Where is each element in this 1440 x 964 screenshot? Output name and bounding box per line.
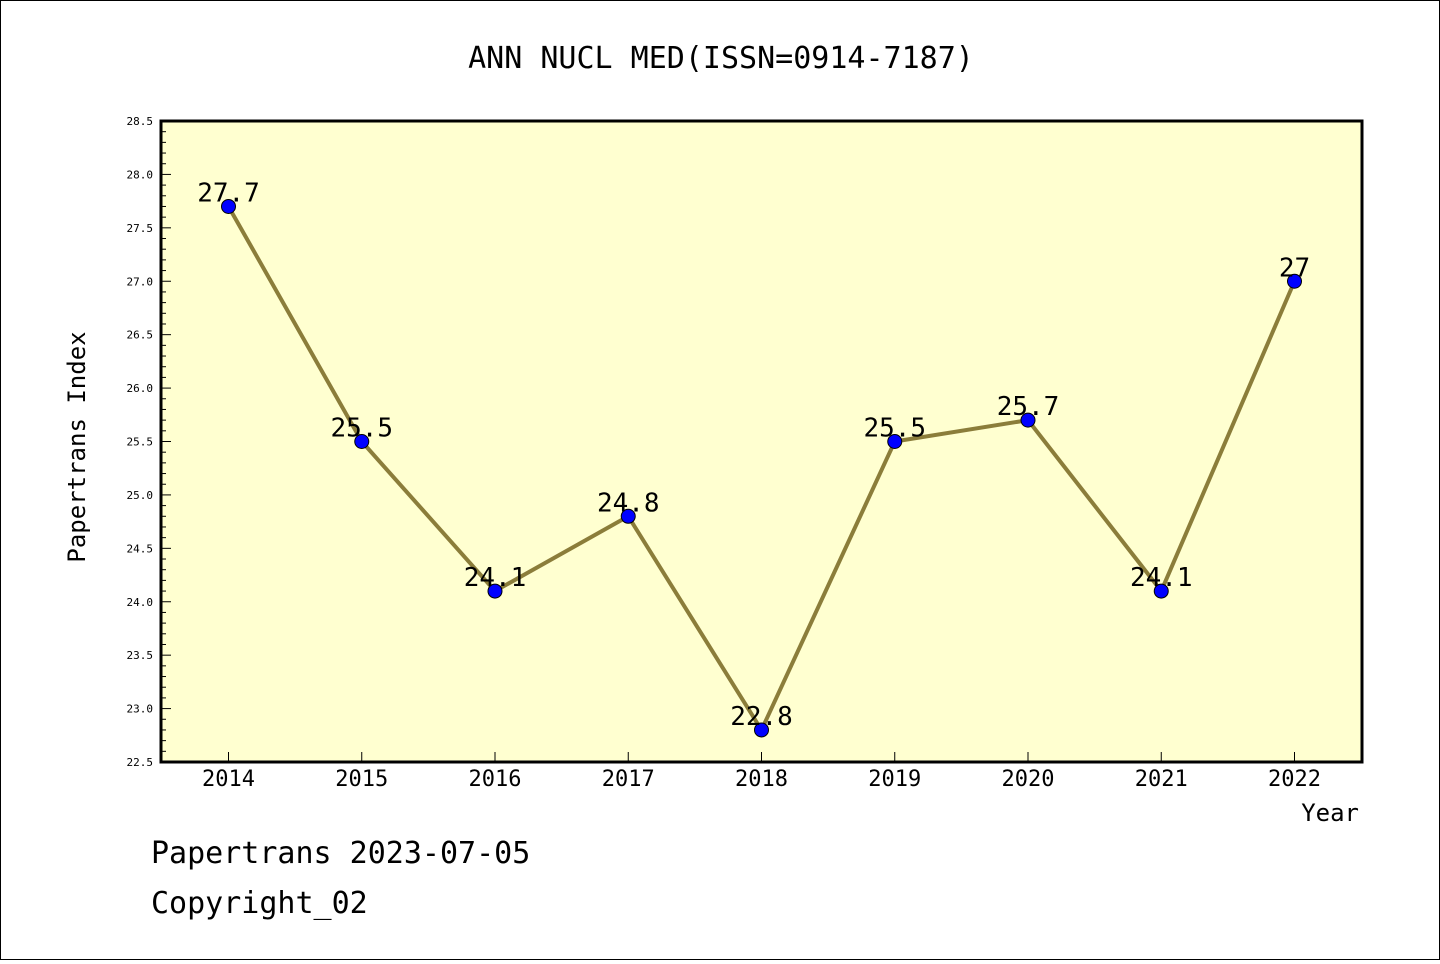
x-tick-label: 2017 — [602, 767, 655, 792]
x-tick-label: 2021 — [1135, 767, 1188, 792]
y-tick-label: 27.0 — [127, 275, 154, 288]
data-label: 24.1 — [464, 563, 527, 593]
footer-date: Papertrans 2023-07-05 — [151, 836, 531, 871]
data-point — [354, 434, 370, 449]
data-label: 25.5 — [330, 414, 393, 444]
data-point — [754, 722, 769, 738]
y-tick-label: 28.5 — [127, 115, 154, 128]
y-tick-label: 23.5 — [127, 649, 154, 662]
data-point — [1287, 273, 1302, 289]
y-tick-label: 23.0 — [127, 703, 154, 716]
data-label: 27 — [1279, 253, 1310, 283]
x-tick-label: 2019 — [868, 767, 921, 792]
plot-frame — [159, 119, 1364, 764]
chart-title: ANN NUCL MED(ISSN=0914-7187) — [468, 41, 974, 76]
x-tick-label: 2014 — [202, 767, 255, 792]
data-label: 24.1 — [1130, 563, 1193, 593]
y-axis-label: Papertrans Index — [63, 331, 91, 562]
x-tick-label: 2020 — [1002, 767, 1055, 792]
data-point — [221, 198, 236, 214]
data-point — [887, 434, 903, 449]
data-label: 25.5 — [863, 414, 926, 444]
data-label: 22.8 — [730, 702, 793, 732]
y-tick-label: 25.5 — [127, 436, 154, 449]
y-tick-label: 24.5 — [127, 542, 154, 555]
y-tick-label: 25.0 — [127, 489, 154, 502]
x-tick-label: 2018 — [735, 767, 788, 792]
y-tick-label: 24.0 — [127, 596, 154, 609]
x-axis-label: Year — [1301, 799, 1359, 827]
data-label: 24.8 — [597, 488, 660, 518]
footer-copyright: Copyright_02 — [151, 886, 368, 921]
y-tick-label: 26.0 — [127, 382, 154, 395]
x-tick-label: 2016 — [469, 767, 522, 792]
data-point — [620, 508, 636, 524]
x-tick-label: 2022 — [1268, 767, 1321, 792]
y-tick-label: 27.5 — [127, 222, 154, 235]
data-label: 27.7 — [197, 178, 260, 208]
y-tick-label: 22.5 — [127, 756, 154, 769]
y-tick-label: 28.0 — [127, 168, 154, 181]
x-tick-label: 2015 — [335, 767, 388, 792]
data-point — [487, 583, 503, 599]
data-point — [1153, 583, 1169, 599]
data-label: 25.7 — [997, 392, 1060, 422]
data-point — [1020, 412, 1036, 428]
y-tick-label: 26.5 — [127, 329, 154, 342]
